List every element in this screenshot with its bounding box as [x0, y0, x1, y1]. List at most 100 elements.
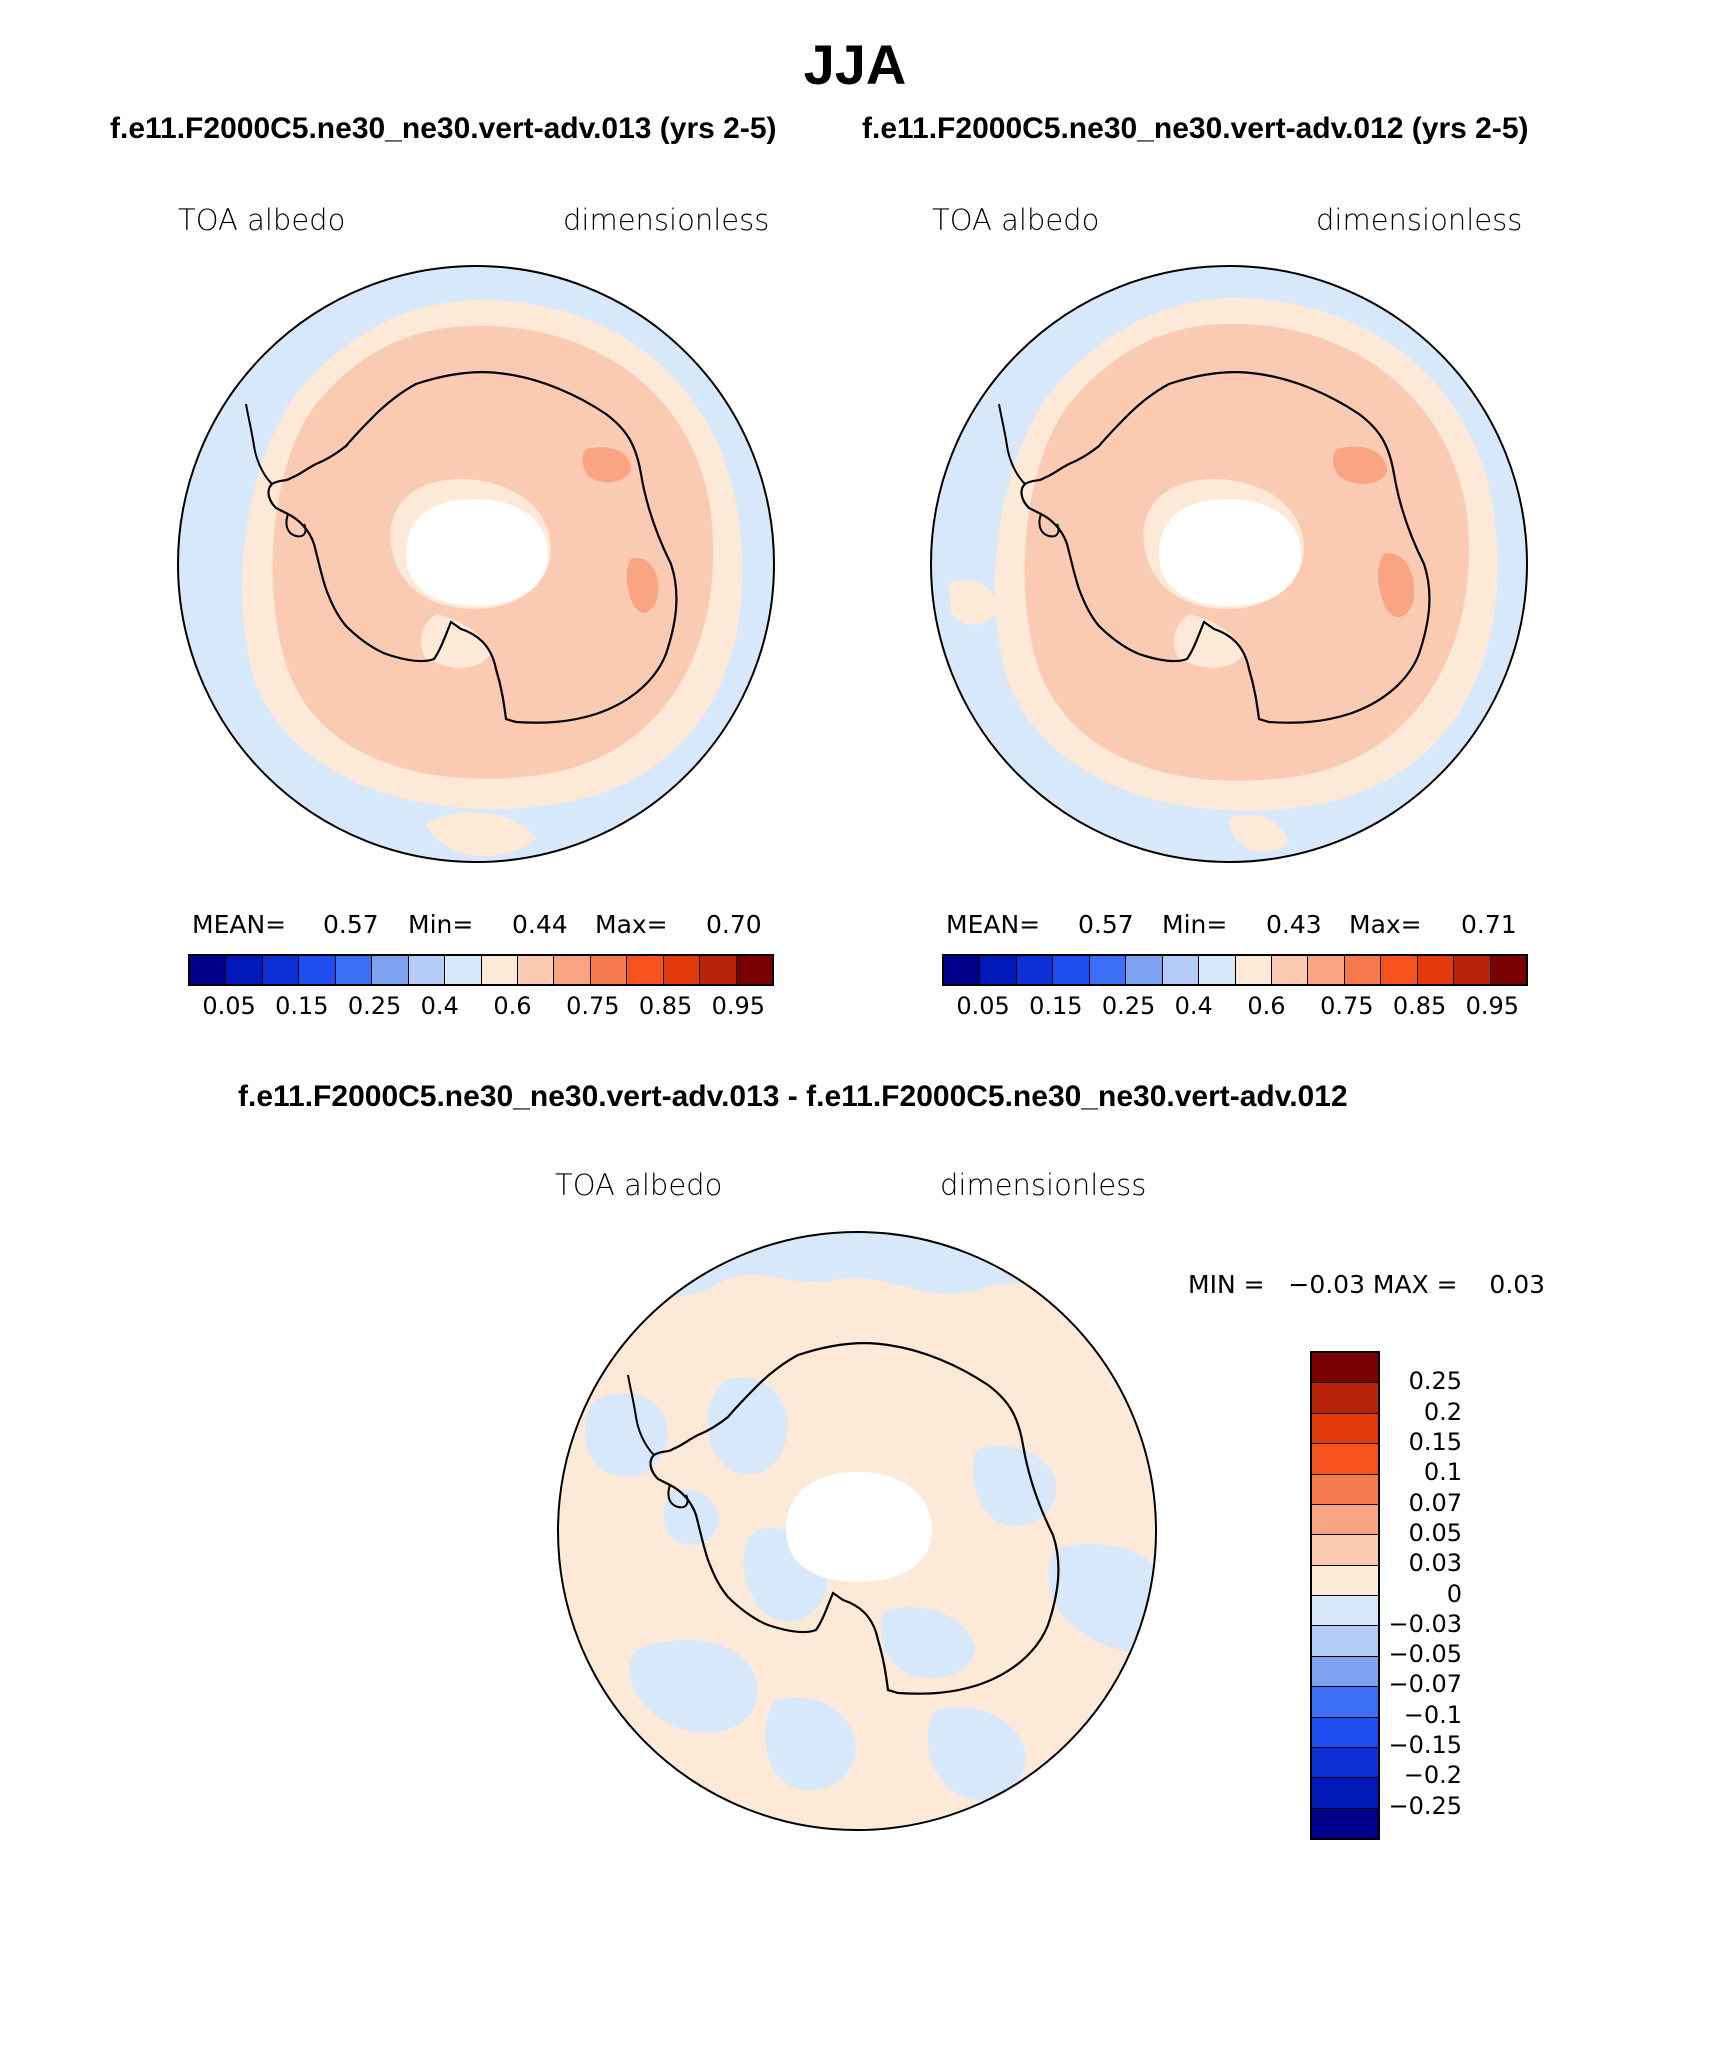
left-max-label: Max= [595, 910, 668, 939]
right-max-value: 0.71 [1461, 910, 1517, 939]
colorbar-tick-label: 0.15 [1408, 1427, 1462, 1456]
left-min-label: Min= [408, 910, 474, 939]
colorbar-swatch [1016, 956, 1054, 984]
difference-polar-map [557, 1231, 1157, 1831]
colorbar-swatch [1308, 956, 1345, 984]
colorbar-swatch [1312, 1596, 1378, 1627]
colorbar-swatch [590, 956, 628, 984]
map-border [177, 265, 775, 863]
right-variable-label: TOA albedo [932, 203, 1100, 237]
colorbar-tick-label: −0.2 [1403, 1761, 1462, 1790]
colorbar-tick-label: 0.07 [1408, 1488, 1462, 1517]
colorbar-tick-label: 0.85 [638, 992, 693, 1020]
colorbar-swatch [1344, 956, 1382, 984]
left-polar-map [177, 265, 775, 863]
colorbar-swatch [1312, 1383, 1378, 1414]
colorbar-swatch [1199, 956, 1236, 984]
left-variable-label: TOA albedo [178, 203, 346, 237]
coastline [267, 370, 678, 724]
diff-colorbar-ticks: 0.25 0.2 0.15 0.1 0.07 0.05 0.03 0 −0.03 −0.05 −0.… [1382, 1351, 1492, 1836]
colorbar-tick-label: 0.75 [566, 992, 620, 1020]
right-units-label: dimensionless [1316, 203, 1523, 237]
colorbar-swatch [663, 956, 701, 984]
right-mean-value: 0.57 [1078, 910, 1134, 939]
colorbar-tick-label: 0.6 [1247, 992, 1286, 1020]
colorbar-tick-label: 0.15 [275, 992, 329, 1020]
diff-colorbar [1310, 1351, 1380, 1840]
colorbar-swatch [944, 956, 981, 984]
pole-hole [1159, 499, 1301, 606]
right-case-title: f.e11.F2000C5.ne30_ne30.vert-adv.012 (yr… [862, 112, 1529, 145]
colorbar-swatch [1381, 956, 1418, 984]
peninsula-coast [627, 1374, 689, 1509]
colorbar-swatch [1312, 1535, 1378, 1566]
colorbar-swatch [299, 956, 336, 984]
right-min-value: 0.43 [1266, 910, 1322, 939]
light-peach-shelf [420, 614, 491, 668]
colorbar-swatch [1271, 956, 1309, 984]
negative-patch [881, 1606, 976, 1679]
left-min-value: 0.44 [512, 910, 568, 939]
colorbar-swatch [445, 956, 482, 984]
colorbar-tick-label: 0.05 [202, 992, 256, 1020]
peninsula-coast [998, 403, 1060, 538]
colorbar-tick-label: 0.25 [1101, 992, 1156, 1020]
colorbar-tick-label: 0.6 [493, 992, 532, 1020]
colorbar-tick-label: −0.15 [1388, 1731, 1462, 1760]
colorbar-swatch [980, 956, 1017, 984]
left-max-value: 0.70 [706, 910, 762, 939]
negative-patch [584, 1392, 668, 1477]
left-mean-value: 0.57 [323, 910, 379, 939]
colorbar-tick-label: 0.95 [1465, 992, 1520, 1020]
coastline [1020, 370, 1431, 724]
salmon-patch-2 [626, 558, 659, 613]
map-border [930, 265, 1528, 863]
left-case-title: f.e11.F2000C5.ne30_ne30.vert-adv.013 (yr… [110, 112, 777, 145]
diff-min-max: MIN = −0.03 MAX = 0.03 [1188, 1270, 1546, 1299]
colorbar-tick-label: 0.4 [420, 992, 459, 1020]
peninsula-coast [245, 403, 307, 538]
colorbar-swatch [1417, 956, 1455, 984]
colorbar-tick-label: 0 [1446, 1579, 1462, 1608]
right-polar-map [930, 265, 1528, 863]
light-peach-patch-2 [1229, 814, 1289, 852]
light-peach-patch [426, 812, 536, 857]
pole-hole [786, 1472, 932, 1582]
colorbar-swatch [1312, 1717, 1378, 1748]
light-peach-patch [949, 580, 999, 625]
colorbar-swatch [1312, 1808, 1378, 1838]
colorbar-tick-label: 0.15 [1029, 992, 1083, 1020]
colorbar-tick-label: 0.75 [1320, 992, 1374, 1020]
diff-units-label: dimensionless [940, 1168, 1147, 1202]
right-colorbar-ticks: 0.05 0.15 0.25 0.4 0.6 0.75 0.85 0.95 [942, 992, 1528, 1022]
right-colorbar [942, 954, 1528, 986]
colorbar-swatch [1312, 1778, 1378, 1809]
right-max-label: Max= [1349, 910, 1422, 939]
colorbar-tick-label: 0.2 [1423, 1397, 1462, 1426]
right-mean-label: MEAN= [946, 910, 1041, 939]
colorbar-tick-label: 0.4 [1174, 992, 1213, 1020]
colorbar-swatch [1312, 1474, 1378, 1505]
colorbar-swatch [262, 956, 300, 984]
pole-hole [406, 499, 548, 606]
left-colorbar-ticks: 0.05 0.15 0.25 0.4 0.6 0.75 0.85 0.95 [188, 992, 774, 1022]
colorbar-tick-label: 0.05 [1408, 1518, 1462, 1547]
negative-patch [1048, 1543, 1156, 1653]
colorbar-tick-label: 0.1 [1423, 1458, 1462, 1487]
light-peach-shelf [1173, 614, 1244, 668]
figure-title: JJA [803, 33, 907, 96]
left-colorbar [188, 954, 774, 986]
negative-patch [707, 1378, 788, 1475]
colorbar-tick-label: −0.03 [1388, 1609, 1462, 1638]
colorbar-tick-label: −0.07 [1388, 1670, 1462, 1699]
colorbar-swatch [1312, 1413, 1378, 1445]
colorbar-swatch [1312, 1353, 1378, 1384]
salmon-patch-1 [1333, 446, 1387, 484]
colorbar-tick-label: 0.95 [711, 992, 766, 1020]
colorbar-tick-label: 0.25 [347, 992, 402, 1020]
negative-patch [663, 1489, 719, 1545]
right-min-label: Min= [1162, 910, 1228, 939]
colorbar-tick-label: 0.03 [1408, 1549, 1462, 1578]
colorbar-swatch [1162, 956, 1200, 984]
colorbar-swatch [226, 956, 263, 984]
